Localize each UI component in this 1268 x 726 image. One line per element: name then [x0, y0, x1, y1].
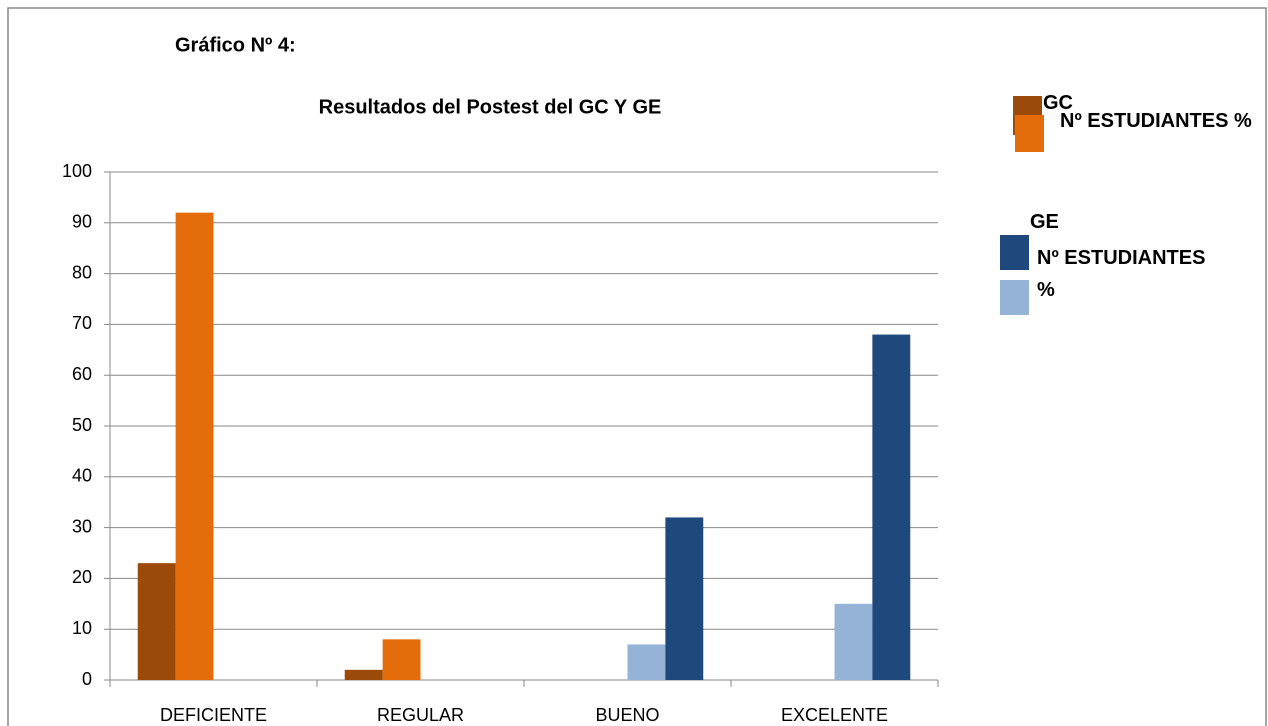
y-tick-label: 70 — [72, 313, 92, 333]
bar — [175, 212, 214, 680]
x-tick-label: EXCELENTE — [781, 705, 888, 725]
y-tick-label: 50 — [72, 415, 92, 435]
y-tick-label: 100 — [62, 161, 92, 181]
y-tick-label: 10 — [72, 618, 92, 638]
bar — [627, 644, 666, 680]
legend-swatch — [1000, 280, 1029, 315]
y-tick-label: 60 — [72, 364, 92, 384]
y-tick-label: 40 — [72, 466, 92, 486]
bar — [137, 563, 176, 680]
chart-subtitle: Resultados del Postest del GC Y GE — [319, 96, 662, 118]
legend-label: % — [1037, 279, 1055, 301]
legend-swatch — [1000, 235, 1029, 270]
legend-label: Nº ESTUDIANTES — [1037, 247, 1206, 269]
bar — [834, 603, 873, 680]
bar — [344, 669, 383, 680]
y-tick-label: 20 — [72, 567, 92, 587]
x-tick-label: DEFICIENTE — [160, 705, 267, 725]
y-tick-label: 0 — [82, 669, 92, 689]
legend-label: Nº ESTUDIANTES % — [1060, 110, 1252, 132]
legend-label: GC — [1043, 92, 1073, 114]
x-tick-label: REGULAR — [377, 705, 464, 725]
bar — [872, 334, 911, 680]
bar — [382, 639, 421, 680]
bar — [665, 517, 704, 680]
x-tick-label: BUENO — [595, 705, 659, 725]
legend-group-title: GE — [1030, 211, 1059, 233]
legend-swatch — [1015, 115, 1044, 152]
y-tick-label: 80 — [72, 262, 92, 282]
y-tick-label: 90 — [72, 212, 92, 232]
chart-title: Gráfico Nº 4: — [175, 34, 296, 56]
y-tick-label: 30 — [72, 516, 92, 536]
chart-border — [7, 7, 1267, 726]
